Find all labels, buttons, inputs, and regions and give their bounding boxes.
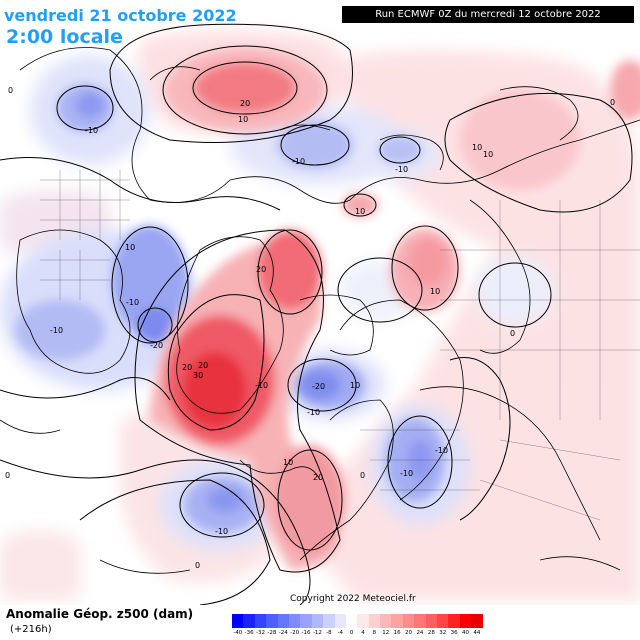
legend-label: 20 <box>405 630 413 636</box>
contour-label: -10 <box>292 157 305 166</box>
legend-swatch <box>277 614 289 628</box>
contour-label: 10 <box>238 115 248 124</box>
contour-label: 10 <box>125 243 135 252</box>
legend-label: -8 <box>326 630 332 636</box>
legend-label: 36 <box>450 630 458 636</box>
legend-label: 44 <box>473 630 481 636</box>
legend-label: 4 <box>361 630 365 636</box>
contour-labels: 20 10 -10 0 -10 -10 10 10 10 -10 -20 20 … <box>5 86 615 570</box>
contour-label: 10 <box>350 381 360 390</box>
legend-swatch <box>425 614 438 628</box>
legend-label: -20 <box>290 630 300 636</box>
legend-swatch <box>380 614 392 628</box>
contour-label: -10 <box>307 408 320 417</box>
contour-label: 20 <box>256 265 266 274</box>
legend-swatch <box>414 614 426 628</box>
contour-label: 0 <box>510 329 515 338</box>
legend-swatch <box>448 614 460 628</box>
legend-label: 8 <box>372 630 377 636</box>
contour-label: -10 <box>255 381 268 390</box>
legend-swatch <box>311 614 324 628</box>
legend-swatch <box>288 614 301 628</box>
legend-label: -32 <box>255 630 265 636</box>
geopotential-anomaly-map: 20 10 -10 0 -10 -10 10 10 10 -10 -20 20 … <box>0 23 640 605</box>
legend-label: 32 <box>439 630 447 636</box>
legend-swatch <box>402 614 415 628</box>
contour-label: 10 <box>355 207 365 216</box>
legend-label: -28 <box>267 630 277 636</box>
contour-label: 30 <box>193 371 203 380</box>
legend-swatch <box>368 614 381 628</box>
contours <box>0 23 633 605</box>
legend-label: -36 <box>244 630 254 636</box>
forecast-step: (+216h) <box>10 624 52 635</box>
copyright-text: Copyright 2022 Meteociel.fr <box>290 594 416 604</box>
contour-label: 10 <box>483 150 493 159</box>
contour-label: 0 <box>8 86 13 95</box>
contour-label: 10 <box>430 287 440 296</box>
legend-swatch <box>254 614 267 628</box>
legend-swatch <box>391 614 403 628</box>
contour-label: -20 <box>150 341 163 350</box>
legend-label: 40 <box>462 630 469 636</box>
footer: Anomalie Géop. z500 (dam) (+216h) -40 -36… <box>0 605 640 640</box>
contour-label: 10 <box>283 458 293 467</box>
contour-label: 20 <box>182 363 192 372</box>
contour-label: 0 <box>195 561 200 570</box>
color-legend-labels: -40 -36 -32 -28 -24 -20 -16 -12 -8 -4 0 4 8 12 16 20 24 2… <box>232 630 483 636</box>
contour-label: 20 <box>313 473 323 482</box>
legend-label: -4 <box>337 630 343 636</box>
map-title: Anomalie Géop. z500 (dam) <box>6 607 194 621</box>
contour-label: -10 <box>395 165 408 174</box>
forecast-time: 2:00 locale <box>6 26 123 48</box>
contour-label: 0 <box>5 471 10 480</box>
model-run-label: Run ECMWF 0Z du mercredi 12 octobre 2022 <box>342 6 634 23</box>
legend-label: -12 <box>312 630 322 636</box>
contour-label: -20 <box>312 382 325 391</box>
legend-swatch <box>300 614 312 628</box>
contour-label: -10 <box>50 326 63 335</box>
contour-label: -10 <box>215 527 228 536</box>
contour-label: -10 <box>85 126 98 135</box>
legend-label: 12 <box>382 630 390 636</box>
legend-label: -16 <box>301 630 311 636</box>
legend-swatch <box>266 614 278 628</box>
legend-swatch <box>334 614 346 628</box>
legend-swatch <box>357 614 369 628</box>
legend-swatch <box>232 614 244 628</box>
contour-label: 0 <box>610 98 615 107</box>
legend-label: 28 <box>427 630 435 636</box>
contour-label: 20 <box>198 361 208 370</box>
contour-label: 10 <box>472 143 482 152</box>
legend-label: 24 <box>416 630 424 636</box>
contour-label: 20 <box>240 99 250 108</box>
borders <box>40 170 640 521</box>
contour-label: -10 <box>435 446 448 455</box>
legend-swatch <box>243 614 255 628</box>
legend-swatch <box>437 614 449 628</box>
forecast-date: vendredi 21 octobre 2022 <box>4 6 237 25</box>
contour-label: -10 <box>126 298 139 307</box>
legend-swatch <box>459 614 472 628</box>
legend-label: 16 <box>393 630 401 636</box>
color-legend <box>232 614 483 628</box>
legend-label: -24 <box>278 630 288 636</box>
legend-label: 0 <box>349 630 354 636</box>
legend-swatch <box>345 614 358 628</box>
legend-swatch <box>471 614 483 628</box>
legend-label: -40 <box>233 630 243 636</box>
contour-label: 0 <box>360 471 365 480</box>
contour-label: -10 <box>400 469 413 478</box>
legend-swatch <box>323 614 335 628</box>
